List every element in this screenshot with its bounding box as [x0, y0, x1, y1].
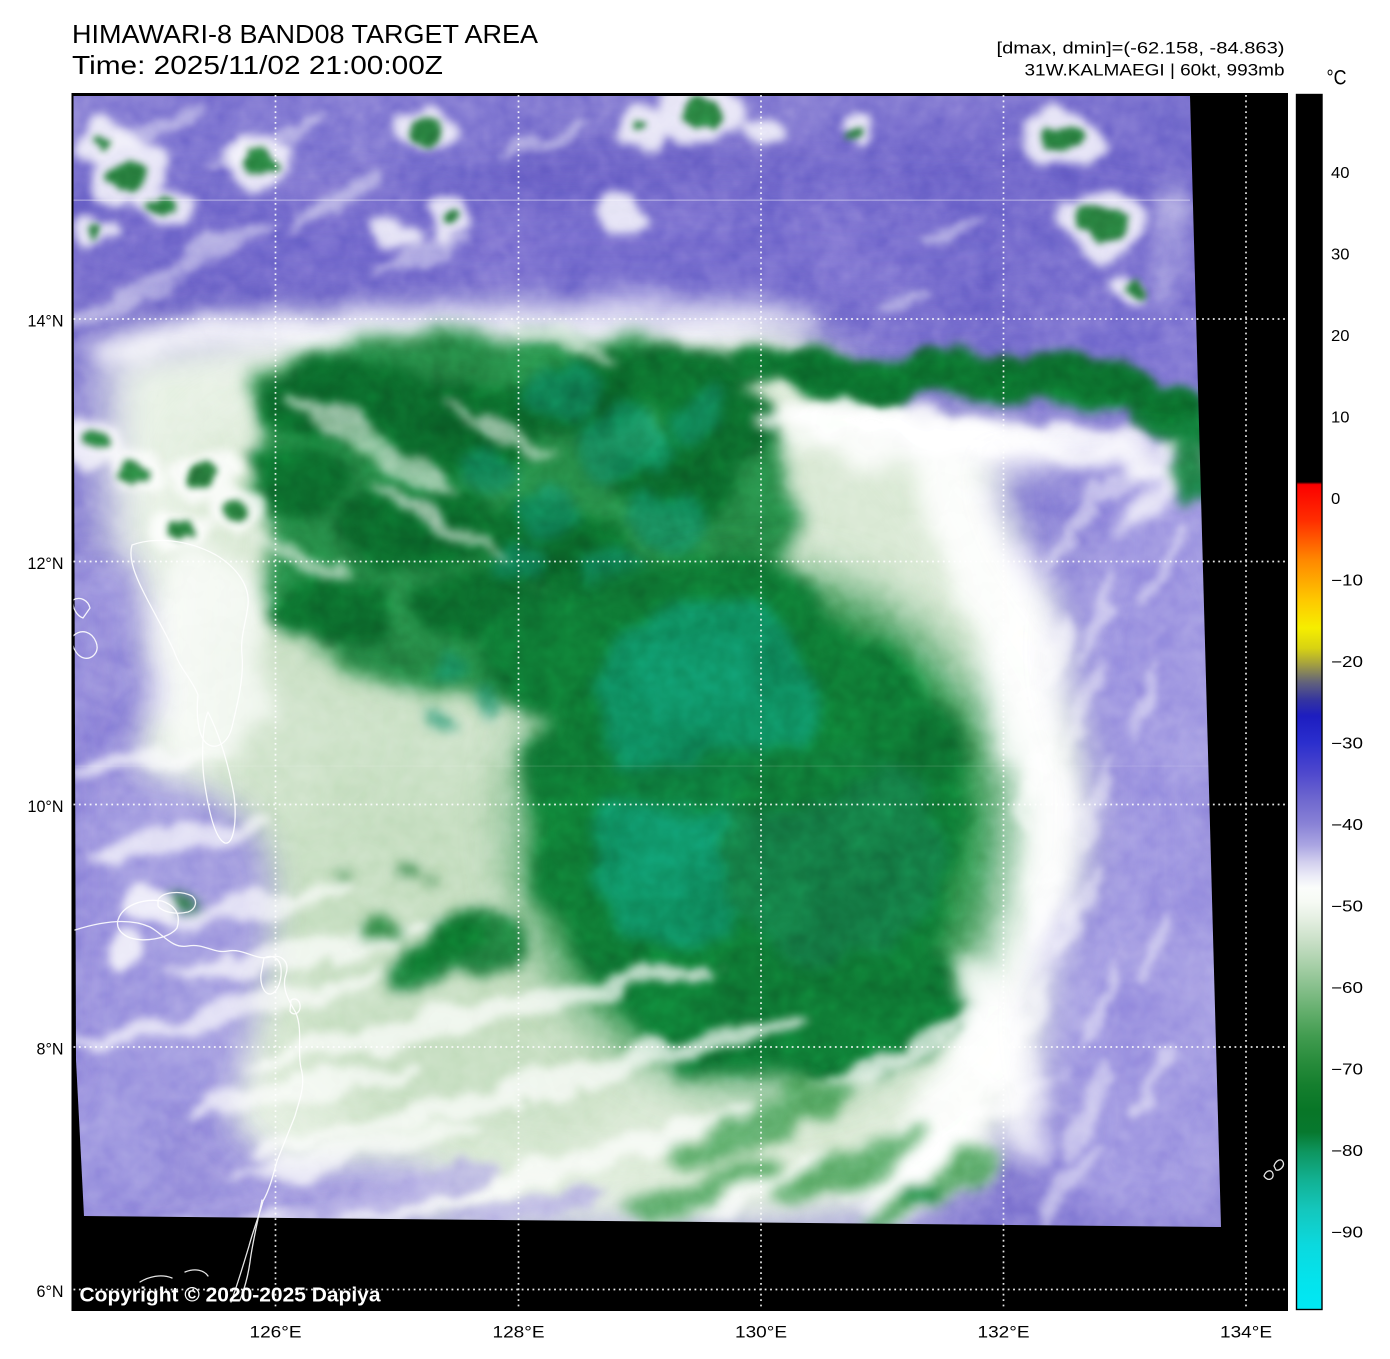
svg-text:12°N: 12°N — [28, 555, 64, 573]
svg-text:[dmax, dmin]=(-62.158, -84.863: [dmax, dmin]=(-62.158, -84.863) — [997, 39, 1285, 58]
svg-text:−20: −20 — [1331, 654, 1363, 671]
svg-text:8°N: 8°N — [37, 1040, 64, 1058]
svg-text:20: 20 — [1331, 328, 1350, 345]
svg-text:−40: −40 — [1331, 817, 1363, 834]
svg-text:10: 10 — [1331, 409, 1350, 426]
svg-text:10°N: 10°N — [28, 798, 64, 816]
svg-text:−10: −10 — [1331, 572, 1363, 589]
svg-text:130°E: 130°E — [735, 1324, 787, 1342]
svg-text:−80: −80 — [1331, 1143, 1363, 1160]
svg-text:−90: −90 — [1331, 1224, 1363, 1241]
svg-text:132°E: 132°E — [978, 1324, 1030, 1342]
svg-text:−30: −30 — [1331, 735, 1363, 752]
svg-text:6°N: 6°N — [37, 1283, 64, 1301]
svg-text:−50: −50 — [1331, 898, 1363, 915]
svg-text:31W.KALMAEGI | 60kt, 993mb: 31W.KALMAEGI | 60kt, 993mb — [1025, 61, 1285, 80]
svg-text:Copyright © 2020-2025 Dapiya: Copyright © 2020-2025 Dapiya — [80, 1284, 382, 1307]
svg-text:40: 40 — [1331, 165, 1350, 182]
svg-text:30: 30 — [1331, 246, 1350, 263]
svg-text:Time: 2025/11/02 21:00:00Z: Time: 2025/11/02 21:00:00Z — [72, 50, 443, 80]
svg-text:°C: °C — [1327, 67, 1347, 90]
svg-text:HIMAWARI-8 BAND08 TARGET AREA: HIMAWARI-8 BAND08 TARGET AREA — [72, 19, 539, 49]
svg-text:126°E: 126°E — [250, 1324, 302, 1342]
svg-text:−60: −60 — [1331, 980, 1363, 997]
svg-text:128°E: 128°E — [493, 1324, 545, 1342]
svg-text:0: 0 — [1331, 491, 1341, 508]
svg-text:−70: −70 — [1331, 1061, 1363, 1078]
svg-text:134°E: 134°E — [1220, 1324, 1272, 1342]
svg-text:14°N: 14°N — [28, 312, 64, 330]
